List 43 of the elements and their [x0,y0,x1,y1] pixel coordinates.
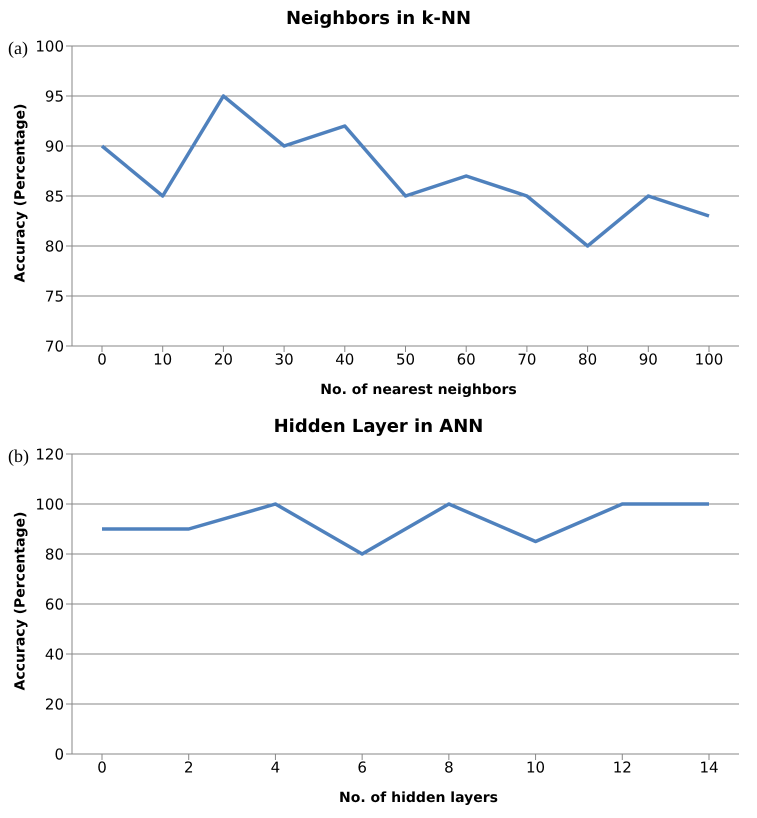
line-series [100,94,711,248]
x-tick-label: 70 [517,350,536,369]
y-tick-label: 85 [44,187,64,206]
y-axis-title: Accuracy (Percentage) [12,512,28,690]
y-tick-label: 100 [35,37,64,56]
y-tick-label: 75 [44,287,64,306]
x-tick-label: 10 [526,758,546,777]
chart-title: Neighbors in k-NN [284,8,472,29]
x-tick-label: 100 [694,350,724,369]
text: (a) [8,38,28,59]
x-tick-label: 40 [335,350,354,369]
y-tick-label: 90 [44,137,64,156]
y-tick-label: 80 [44,237,64,256]
x-tick-label: 90 [638,350,658,369]
x-tick-label: 6 [357,758,367,777]
y-axis-title: Accuracy (Percentage) [12,104,28,282]
y-tick-label: 60 [44,595,64,614]
x-tick-label: 14 [699,758,719,777]
x-tick-label: 10 [153,350,172,369]
x-tick-label: 80 [578,350,598,369]
x-tick-label: 0 [97,350,107,369]
x-tick-label: 60 [456,350,476,369]
y-tick-label: 70 [44,337,64,356]
text: (b) [8,446,29,467]
x-tick-label: 0 [97,758,107,777]
x-tick-label: 8 [444,758,454,777]
x-tick-label: 4 [270,758,280,777]
x-tick-label: 2 [184,758,194,777]
y-tick-label: 80 [44,545,64,564]
y-tick-label: 40 [44,645,64,664]
line-series [100,502,711,556]
y-tick-label: 95 [44,87,64,106]
x-tick-label: 20 [214,350,233,369]
x-tick-label: 50 [396,350,416,369]
y-tick-label: 0 [54,745,64,764]
y-tick-label: 120 [35,445,64,464]
x-axis-title: No. of hidden layers [338,790,499,806]
x-axis-title: No. of nearest neighbors [319,382,518,398]
y-tick-label: 20 [44,695,64,714]
y-tick-label: 100 [35,495,64,514]
x-tick-label: 12 [612,758,632,777]
chart-title: Hidden Layer in ANN [272,416,484,437]
x-tick-label: 30 [274,350,294,369]
